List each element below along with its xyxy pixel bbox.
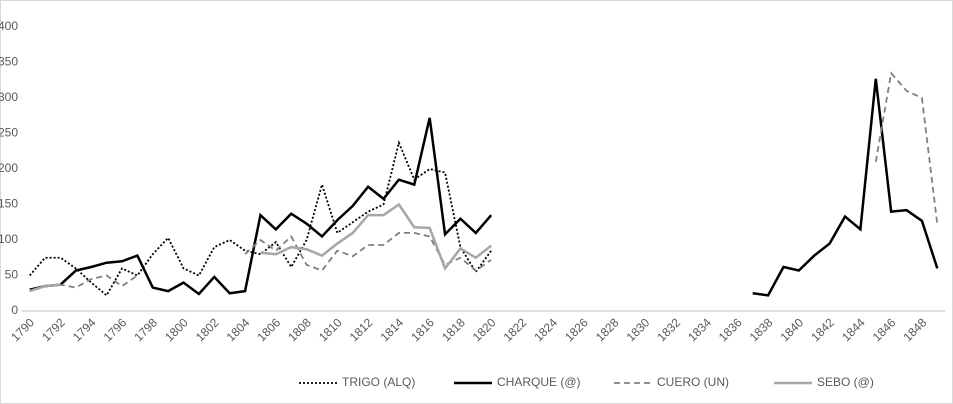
legend-label: SEBO (@): [817, 375, 874, 389]
y-tick-label: 150: [0, 197, 18, 211]
legend-label: CHARQUE (@): [497, 375, 581, 389]
legend-label: CUERO (UN): [657, 375, 729, 389]
y-tick-label: 0: [11, 303, 18, 317]
y-tick-label: 400: [0, 19, 18, 33]
series-line: [752, 78, 939, 297]
series-line: [29, 117, 493, 296]
y-tick-label: 100: [0, 232, 18, 246]
legend-label: TRIGO (ALQ): [342, 375, 415, 389]
y-tick-label: 250: [0, 126, 18, 140]
series-line: [260, 202, 492, 271]
y-tick-label: 350: [0, 55, 18, 69]
y-tick-label: 200: [0, 161, 18, 175]
y-tick-label: 300: [0, 90, 18, 104]
y-tick-label: 50: [5, 268, 19, 282]
series-line: [874, 71, 939, 225]
series-line: [29, 283, 61, 293]
